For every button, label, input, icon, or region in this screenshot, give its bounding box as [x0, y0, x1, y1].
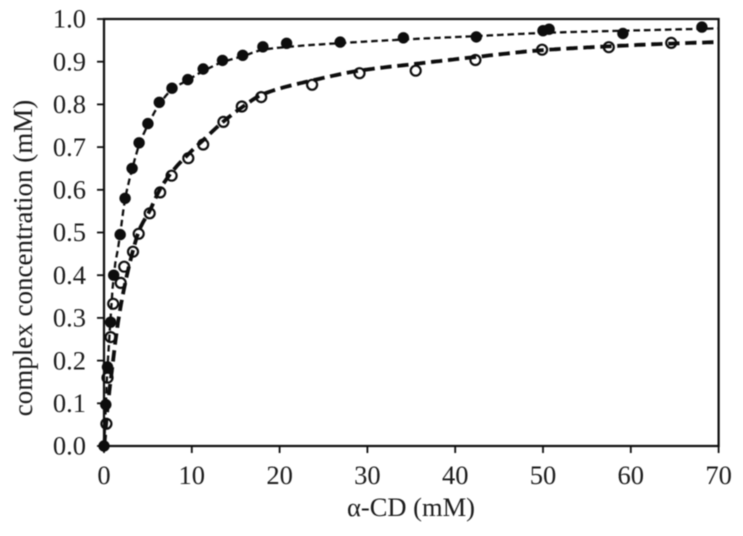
svg-text:1.0: 1.0	[53, 4, 86, 34]
svg-text:α-CD (mM): α-CD (mM)	[347, 492, 475, 522]
svg-text:60: 60	[618, 460, 645, 490]
svg-text:0: 0	[97, 460, 110, 490]
svg-text:10: 10	[179, 460, 206, 490]
svg-text:complex concentration (mM): complex concentration (mM)	[8, 100, 38, 416]
svg-text:50: 50	[530, 460, 557, 490]
svg-text:0.4: 0.4	[53, 260, 86, 290]
svg-text:0.9: 0.9	[53, 46, 86, 76]
svg-text:30: 30	[354, 460, 381, 490]
svg-text:0.2: 0.2	[53, 345, 86, 375]
svg-text:0.8: 0.8	[53, 89, 86, 119]
svg-text:40: 40	[442, 460, 469, 490]
svg-text:0.0: 0.0	[53, 431, 86, 461]
svg-text:0.6: 0.6	[53, 175, 86, 205]
svg-text:20: 20	[266, 460, 293, 490]
svg-text:0.1: 0.1	[53, 388, 86, 418]
svg-text:0.7: 0.7	[53, 132, 86, 162]
svg-text:70: 70	[705, 460, 732, 490]
svg-text:0.3: 0.3	[53, 303, 86, 333]
svg-text:0.5: 0.5	[53, 217, 86, 247]
